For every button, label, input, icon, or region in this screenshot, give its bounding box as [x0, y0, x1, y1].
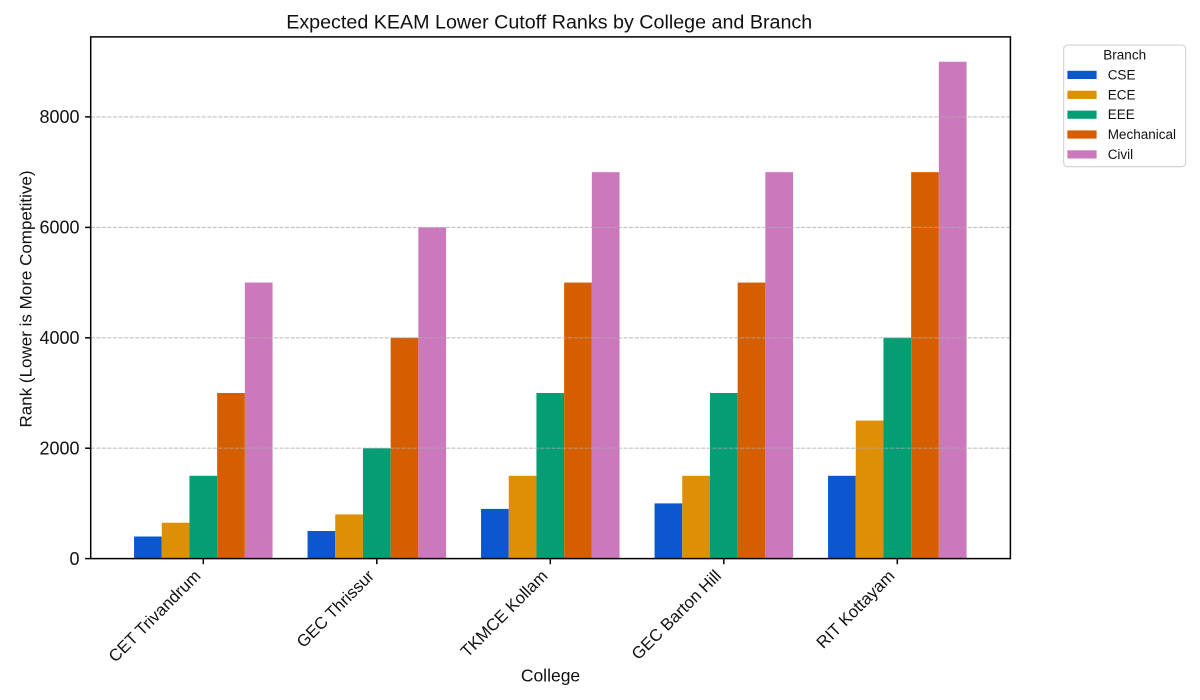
svg-text:6000: 6000 — [39, 218, 79, 238]
svg-text:8000: 8000 — [39, 107, 79, 127]
svg-text:Expected KEAM Lower Cutoff Ran: Expected KEAM Lower Cutoff Ranks by Coll… — [286, 12, 812, 34]
svg-text:EEE: EEE — [1108, 107, 1135, 122]
svg-text:College: College — [521, 665, 580, 685]
svg-text:Rank (Lower is More Competitiv: Rank (Lower is More Competitive) — [17, 171, 36, 428]
svg-text:0: 0 — [69, 549, 79, 569]
svg-text:Mechanical: Mechanical — [1108, 127, 1176, 142]
svg-text:Civil: Civil — [1108, 147, 1134, 162]
svg-text:CSE: CSE — [1108, 68, 1136, 83]
svg-text:4000: 4000 — [39, 328, 79, 348]
svg-text:Branch: Branch — [1103, 48, 1146, 63]
svg-text:ECE: ECE — [1108, 87, 1136, 102]
svg-text:2000: 2000 — [39, 438, 79, 458]
